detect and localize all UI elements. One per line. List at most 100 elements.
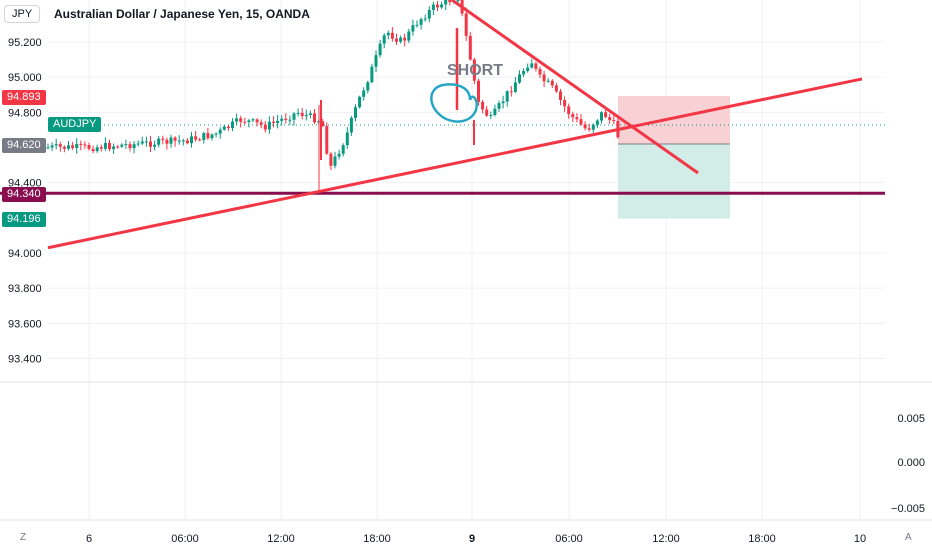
candle-body <box>177 140 181 142</box>
candle-body <box>354 107 357 118</box>
candle <box>341 143 345 157</box>
candle-body <box>222 126 226 130</box>
candle-body <box>386 32 390 36</box>
candle <box>46 143 50 150</box>
candle-body <box>263 124 267 130</box>
y-tick-label-6: 93.600 <box>8 318 42 330</box>
candle-body <box>308 113 312 115</box>
currency-badge[interactable]: JPY <box>4 5 41 23</box>
candle-body <box>173 137 177 141</box>
descending-trendline <box>451 0 699 175</box>
x-tick-label-8: 10 <box>854 533 866 545</box>
candle-body <box>427 9 431 19</box>
candle-body <box>296 112 300 114</box>
candle <box>304 109 308 121</box>
candle <box>608 113 612 124</box>
candle <box>481 99 485 114</box>
candle <box>386 30 390 40</box>
candle-body <box>563 100 567 107</box>
candle <box>440 1 444 9</box>
candle <box>464 7 468 41</box>
candle <box>407 28 411 44</box>
candle <box>518 70 521 84</box>
candle <box>83 141 87 149</box>
candle-body <box>214 133 218 135</box>
candle-body <box>226 126 230 129</box>
candle <box>91 145 95 154</box>
candle <box>177 135 181 145</box>
candle-body <box>259 122 263 125</box>
candle <box>333 151 337 169</box>
candle-body <box>103 142 107 149</box>
y-tick-label-0: 95.200 <box>8 37 42 49</box>
candle <box>571 111 575 123</box>
candle <box>530 58 534 69</box>
candle <box>325 122 329 155</box>
candle <box>284 113 288 124</box>
candle <box>358 95 362 109</box>
candle <box>108 139 111 152</box>
candle <box>226 125 230 132</box>
candle-body <box>546 80 550 82</box>
candle-body <box>120 144 124 147</box>
candle-body <box>370 66 374 83</box>
stop-loss-zone <box>618 95 730 144</box>
candle <box>308 110 312 119</box>
candle-body <box>411 25 415 32</box>
candle <box>54 138 58 150</box>
candle <box>50 142 54 151</box>
candle-body <box>382 35 386 44</box>
candle <box>300 107 304 120</box>
candle <box>103 137 107 151</box>
candle <box>390 27 394 42</box>
candle-body <box>587 128 591 130</box>
candle <box>136 140 140 147</box>
candle <box>87 142 91 151</box>
candle <box>161 135 165 145</box>
candle <box>71 141 75 150</box>
candle <box>534 61 538 72</box>
candle <box>149 135 152 153</box>
candle <box>575 113 579 123</box>
candle <box>415 20 419 28</box>
candle <box>505 90 509 107</box>
ascending-trendline <box>47 77 863 250</box>
candle <box>259 119 263 129</box>
candle-body <box>169 137 173 144</box>
candle-body <box>116 146 120 148</box>
candle <box>190 131 193 148</box>
candle-body <box>591 124 595 130</box>
candle-body <box>538 68 542 75</box>
candle-body <box>481 101 485 110</box>
candle <box>345 127 349 149</box>
candle <box>378 39 382 58</box>
candle-body <box>153 144 157 147</box>
y-tick-label-3: 94.400 <box>8 178 42 190</box>
candle-body <box>251 119 255 121</box>
candle <box>444 0 448 11</box>
candle <box>411 19 415 36</box>
candle <box>243 117 247 125</box>
x-tick-label-0: 6 <box>86 533 92 545</box>
candle-body <box>149 141 152 147</box>
candle <box>489 111 493 119</box>
candle-body <box>83 144 87 146</box>
timezone-button[interactable]: Z <box>20 532 27 543</box>
candle <box>538 66 542 79</box>
candle <box>399 35 403 44</box>
candle-body <box>267 121 271 130</box>
candle <box>354 104 357 122</box>
candle-body <box>390 32 394 39</box>
candle <box>472 57 476 85</box>
candle <box>448 0 452 6</box>
candle-body <box>67 145 70 149</box>
candle-body <box>407 31 411 41</box>
candle-body <box>132 144 136 149</box>
candle-body <box>362 90 366 97</box>
candle-body <box>440 4 444 8</box>
auto-scale-button[interactable]: A <box>905 532 912 543</box>
candle-body <box>554 85 558 92</box>
candle-body <box>497 103 501 109</box>
candle <box>329 151 333 171</box>
